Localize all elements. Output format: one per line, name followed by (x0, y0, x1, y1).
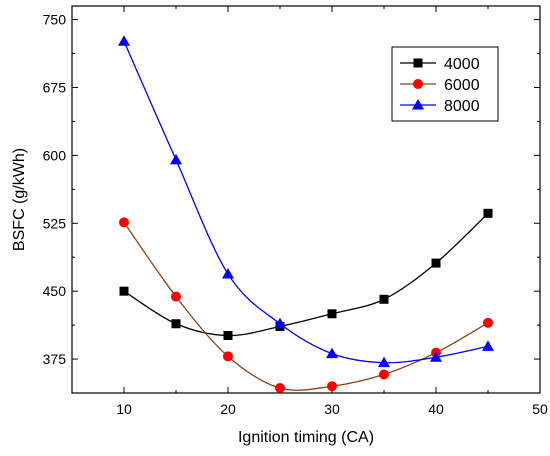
y-tick-label: 375 (43, 351, 67, 367)
legend-label-4000: 4000 (444, 56, 480, 73)
data-point-6000 (171, 291, 181, 302)
data-point-8000 (326, 347, 338, 359)
data-point-6000 (119, 217, 129, 228)
data-point-4000 (327, 309, 337, 319)
series-line-6000 (123, 221, 489, 391)
x-tick-label: 50 (532, 401, 548, 417)
y-tick-label: 750 (43, 12, 67, 28)
series-line-4000 (123, 212, 489, 337)
x-tick-label: 10 (116, 401, 132, 417)
x-tick-label: 40 (428, 401, 444, 417)
data-point-8000 (430, 351, 442, 362)
data-point-8000 (222, 267, 234, 279)
data-point-4000 (379, 294, 389, 304)
legend-marker-4000 (413, 58, 423, 68)
data-point-4000 (483, 208, 493, 218)
y-tick-label: 600 (43, 147, 67, 163)
plot-frame (71, 5, 541, 394)
data-point-4000 (223, 331, 233, 341)
y-tick-label: 450 (43, 283, 67, 299)
legend-marker-6000 (413, 79, 423, 89)
data-point-6000 (327, 381, 337, 392)
legend-marker-8000 (412, 99, 424, 110)
data-point-4000 (171, 319, 181, 329)
legend-label-8000: 8000 (444, 98, 480, 115)
legend-label-6000: 6000 (444, 77, 480, 94)
x-tick-label: 30 (324, 401, 340, 417)
data-point-6000 (483, 317, 493, 328)
data-point-8000 (378, 356, 390, 368)
data-point-8000 (170, 153, 182, 165)
data-point-4000 (119, 286, 129, 296)
data-point-8000 (274, 317, 286, 329)
y-tick-label: 675 (43, 79, 67, 95)
data-point-8000 (482, 340, 494, 351)
x-axis-title: Ignition timing (CA) (238, 429, 374, 446)
data-point-6000 (275, 383, 285, 394)
data-point-8000 (118, 35, 130, 46)
x-tick-label: 20 (220, 401, 236, 417)
data-point-4000 (431, 258, 441, 268)
data-point-6000 (223, 351, 233, 362)
y-axis-title: BSFC (g/kWh) (11, 148, 28, 251)
data-point-6000 (379, 369, 389, 380)
y-tick-label: 525 (43, 215, 67, 231)
